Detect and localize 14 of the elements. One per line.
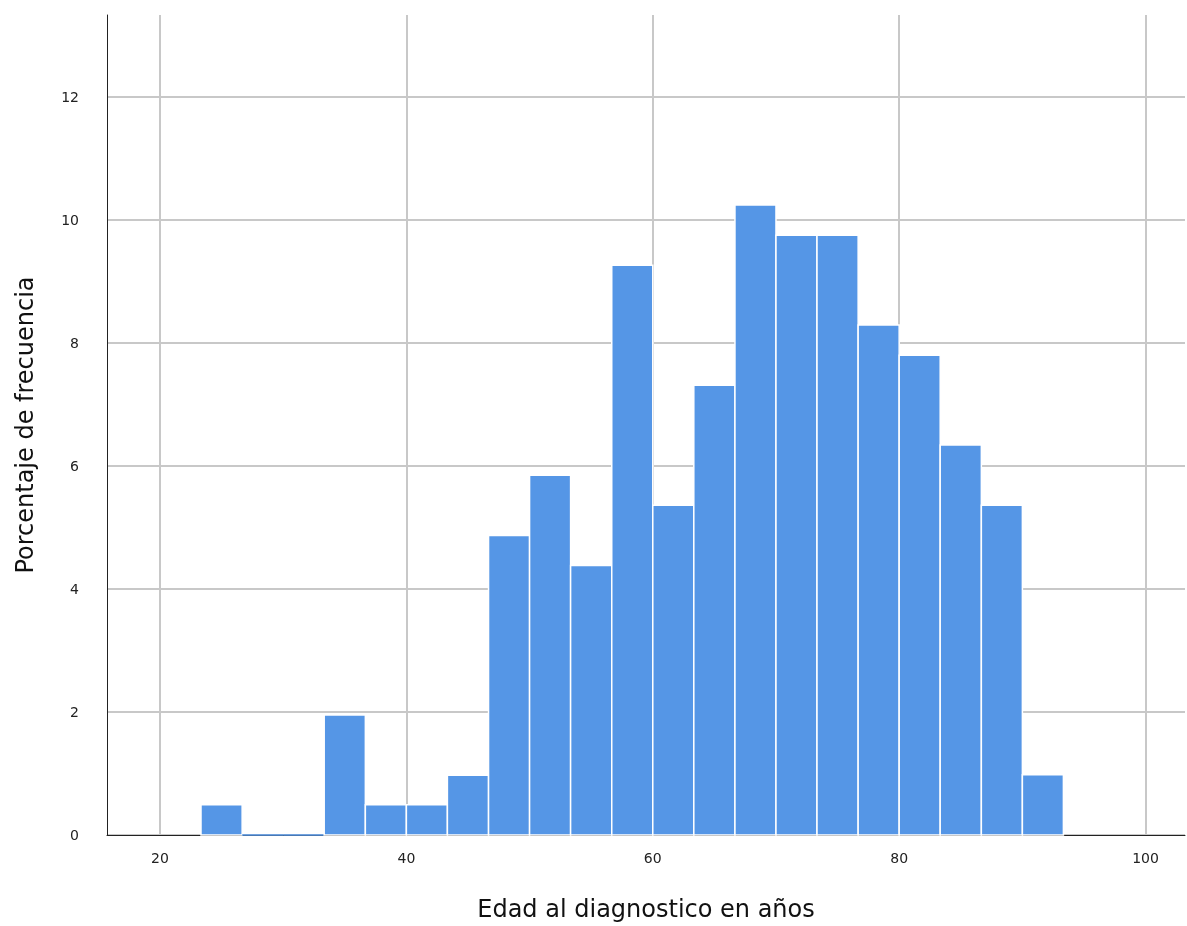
y-tick-label: 2 <box>70 703 79 720</box>
y-tick-label: 12 <box>61 88 79 105</box>
y-tick-label: 4 <box>70 580 80 597</box>
y-tick-label: 6 <box>70 457 80 474</box>
x-tick-label: 100 <box>1132 850 1159 866</box>
x-tick-label: 20 <box>151 850 169 866</box>
y-tick-label: 0 <box>70 827 79 843</box>
x-axis-title: Edad al diagnostico en años <box>477 895 815 923</box>
x-tick-label: 40 <box>397 850 416 866</box>
y-tick-label: 10 <box>61 211 79 228</box>
x-tick-label: 60 <box>643 850 662 866</box>
x-tick-label: 80 <box>890 850 909 866</box>
y-axis-title: Porcentaje de frecuencia <box>11 276 39 574</box>
y-tick-label: 8 <box>70 334 79 351</box>
